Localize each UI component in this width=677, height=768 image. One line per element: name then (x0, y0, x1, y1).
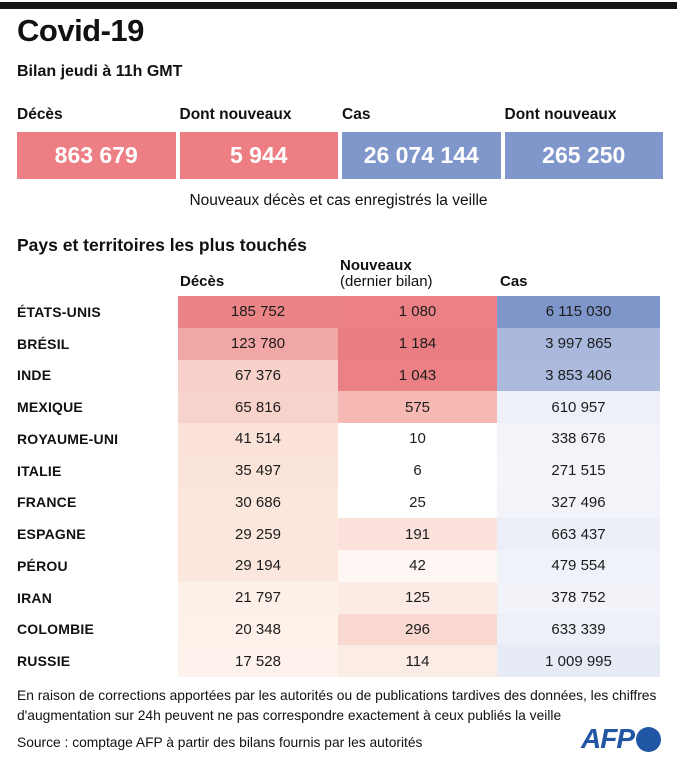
source-line: Source : comptage AFP à partir des bilan… (17, 735, 423, 750)
cas-value-cell: 327 496 (497, 486, 660, 519)
deces-value-cell: 123 780 (178, 327, 338, 360)
cas-value-cell: 271 515 (497, 454, 660, 487)
table-row: ESPAGNE 29 259 191 663 437 (17, 518, 660, 550)
cas-value-cell: 610 957 (497, 391, 660, 423)
summary-box: Décès 863 679 (17, 106, 176, 179)
country-name-cell: ÉTATS-UNIS (17, 296, 178, 328)
nouveaux-value-cell: 1 043 (338, 359, 497, 392)
nouveaux-value-cell: 10 (338, 423, 497, 455)
table-row: PÉROU 29 194 42 479 554 (17, 550, 660, 582)
summary-box-label: Dont nouveaux (504, 106, 617, 123)
column-header-cas: Cas (500, 273, 528, 290)
table-row: MEXIQUE 65 816 575 610 957 (17, 391, 660, 423)
cas-value-cell: 378 752 (497, 581, 660, 614)
footnote: En raison de corrections apportées par l… (17, 688, 657, 723)
deces-value-cell: 29 259 (178, 518, 338, 550)
table-row: ITALIE 35 497 6 271 515 (17, 454, 660, 487)
country-name-cell: COLOMBIE (17, 613, 178, 646)
summary-box-value: 5 944 (179, 132, 338, 179)
afp-logo-circle-icon (636, 726, 661, 752)
summary-caption: Nouveaux décès et cas enregistrés la vei… (189, 192, 488, 209)
cas-value-cell: 3 853 406 (497, 359, 660, 392)
cas-value-cell: 1 009 995 (497, 645, 660, 677)
deces-value-cell: 67 376 (178, 359, 338, 392)
nouveaux-value-cell: 114 (338, 645, 497, 677)
summary-box-value: 863 679 (17, 132, 176, 179)
nouveaux-value-cell: 1 184 (338, 327, 497, 360)
table-row: INDE 67 376 1 043 3 853 406 (17, 359, 660, 392)
page-subtitle: Bilan jeudi à 11h GMT (17, 63, 183, 80)
nouveaux-value-cell: 1 080 (338, 296, 497, 328)
table-row: ROYAUME-UNI 41 514 10 338 676 (17, 423, 660, 455)
deces-value-cell: 30 686 (178, 486, 338, 519)
cas-value-cell: 6 115 030 (497, 296, 660, 328)
deces-value-cell: 41 514 (178, 423, 338, 455)
nouveaux-value-cell: 575 (338, 391, 497, 423)
nouveaux-value-cell: 125 (338, 581, 497, 614)
deces-value-cell: 17 528 (178, 645, 338, 677)
column-header-nouveaux-line2: (dernier bilan) (340, 273, 433, 290)
summary-boxes: Décès 863 679 Dont nouveaux 5 944 Cas 26 074 … (17, 106, 663, 179)
summary-box-value: 26 074 144 (342, 132, 501, 179)
page-title: Covid-19 (17, 13, 144, 48)
summary-box-value: 265 250 (504, 132, 663, 179)
section-title: Pays et territoires les plus touchés (17, 235, 307, 255)
cas-value-cell: 479 554 (497, 550, 660, 582)
table-row: RUSSIE 17 528 114 1 009 995 (17, 645, 660, 677)
country-name-cell: BRÉSIL (17, 327, 178, 360)
table-row: BRÉSIL 123 780 1 184 3 997 865 (17, 327, 660, 360)
table-row: COLOMBIE 20 348 296 633 339 (17, 613, 660, 646)
afp-logo: AFP (581, 723, 661, 755)
nouveaux-value-cell: 42 (338, 550, 497, 582)
deces-value-cell: 35 497 (178, 454, 338, 487)
country-name-cell: ITALIE (17, 454, 178, 487)
cas-value-cell: 3 997 865 (497, 327, 660, 360)
nouveaux-value-cell: 6 (338, 454, 497, 487)
cas-value-cell: 633 339 (497, 613, 660, 646)
deces-value-cell: 185 752 (178, 296, 338, 328)
summary-box-label: Dont nouveaux (179, 106, 292, 123)
summary-box: Cas 26 074 144 (342, 106, 501, 179)
summary-box: Dont nouveaux 265 250 (504, 106, 663, 179)
country-name-cell: MEXIQUE (17, 391, 178, 423)
table-row: IRAN 21 797 125 378 752 (17, 581, 660, 614)
deces-value-cell: 21 797 (178, 581, 338, 614)
deces-value-cell: 65 816 (178, 391, 338, 423)
country-name-cell: ROYAUME-UNI (17, 423, 178, 455)
cas-value-cell: 338 676 (497, 423, 660, 455)
country-name-cell: IRAN (17, 581, 178, 614)
country-name-cell: ESPAGNE (17, 518, 178, 550)
column-header-nouveaux-line1: Nouveaux (340, 257, 412, 274)
table-row: ÉTATS-UNIS 185 752 1 080 6 115 030 (17, 296, 660, 328)
country-table: ÉTATS-UNIS 185 752 1 080 6 115 030 BRÉSIL 123… (17, 296, 660, 677)
nouveaux-value-cell: 296 (338, 613, 497, 646)
deces-value-cell: 20 348 (178, 613, 338, 646)
afp-logo-text: AFP (581, 723, 635, 754)
summary-box-label: Cas (342, 106, 371, 123)
table-row: FRANCE 30 686 25 327 496 (17, 486, 660, 519)
cas-value-cell: 663 437 (497, 518, 660, 550)
country-name-cell: INDE (17, 359, 178, 392)
nouveaux-value-cell: 191 (338, 518, 497, 550)
nouveaux-value-cell: 25 (338, 486, 497, 519)
country-name-cell: FRANCE (17, 486, 178, 519)
summary-box: Dont nouveaux 5 944 (179, 106, 338, 179)
top-divider-bar (0, 2, 677, 9)
summary-box-label: Décès (17, 106, 63, 123)
column-header-nouveaux: Nouveaux (dernier bilan) (340, 258, 433, 290)
country-name-cell: PÉROU (17, 550, 178, 582)
deces-value-cell: 29 194 (178, 550, 338, 582)
country-name-cell: RUSSIE (17, 645, 178, 677)
column-header-deces: Décès (180, 273, 225, 290)
